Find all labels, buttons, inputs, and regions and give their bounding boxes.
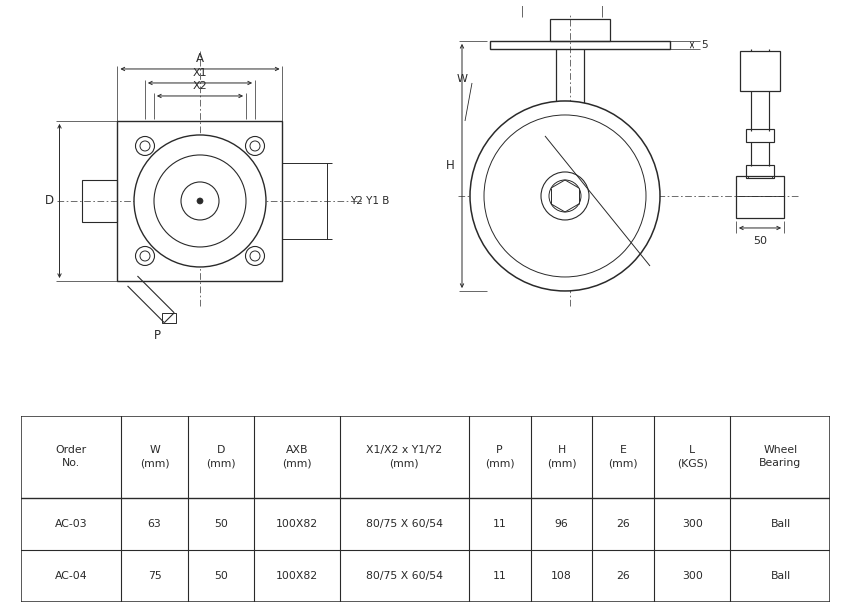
- Circle shape: [250, 141, 260, 151]
- Circle shape: [135, 247, 155, 266]
- Circle shape: [470, 101, 660, 291]
- Circle shape: [484, 115, 646, 277]
- Text: L
(KGS): L (KGS): [677, 445, 708, 468]
- Text: H: H: [445, 160, 455, 172]
- Text: Order
No.: Order No.: [55, 445, 87, 468]
- Circle shape: [246, 136, 264, 155]
- Text: 11: 11: [493, 519, 507, 529]
- Circle shape: [181, 182, 219, 220]
- Bar: [748, 176, 772, 178]
- Circle shape: [549, 180, 581, 212]
- Text: 26: 26: [616, 571, 630, 581]
- Circle shape: [140, 251, 150, 261]
- Bar: [82, 180, 117, 222]
- Circle shape: [154, 155, 246, 247]
- Text: X1/X2 x Y1/Y2
(mm): X1/X2 x Y1/Y2 (mm): [366, 445, 443, 468]
- Text: X2: X2: [193, 81, 207, 91]
- Circle shape: [197, 198, 203, 204]
- Text: P: P: [154, 329, 161, 342]
- Text: 11: 11: [493, 571, 507, 581]
- Text: Ball: Ball: [770, 571, 790, 581]
- Text: 80/75 X 60/54: 80/75 X 60/54: [366, 519, 443, 529]
- Bar: [736, 176, 784, 218]
- Bar: [740, 51, 780, 91]
- Text: 75: 75: [148, 571, 162, 581]
- Text: AC-04: AC-04: [55, 571, 88, 581]
- Text: 50: 50: [214, 519, 228, 529]
- Bar: [117, 121, 282, 281]
- Text: 108: 108: [551, 571, 572, 581]
- Text: A: A: [196, 52, 204, 66]
- Text: W: W: [456, 74, 468, 84]
- Text: 80/75 X 60/54: 80/75 X 60/54: [366, 571, 443, 581]
- Text: 50: 50: [753, 236, 767, 246]
- Text: X1: X1: [193, 68, 207, 78]
- Text: 26: 26: [616, 519, 630, 529]
- Text: 100X82: 100X82: [276, 571, 319, 581]
- Text: 5: 5: [702, 40, 708, 50]
- Text: 300: 300: [682, 519, 703, 529]
- Text: 100X82: 100X82: [276, 519, 319, 529]
- Text: AC-03: AC-03: [55, 519, 88, 529]
- Text: 96: 96: [555, 519, 569, 529]
- Bar: [550, 19, 610, 41]
- Circle shape: [134, 135, 266, 267]
- Text: 50: 50: [214, 571, 228, 581]
- Circle shape: [140, 141, 150, 151]
- Text: W
(mm): W (mm): [139, 445, 169, 468]
- Text: D
(mm): D (mm): [207, 445, 236, 468]
- Bar: [746, 165, 774, 178]
- Text: E
(mm): E (mm): [609, 445, 638, 468]
- Text: H
(mm): H (mm): [547, 445, 576, 468]
- Text: 300: 300: [682, 571, 703, 581]
- Bar: [162, 313, 176, 323]
- Circle shape: [135, 136, 155, 155]
- Text: Y2 Y1 B: Y2 Y1 B: [350, 196, 390, 206]
- Text: P
(mm): P (mm): [484, 445, 514, 468]
- Text: D: D: [45, 194, 54, 208]
- Text: AXB
(mm): AXB (mm): [282, 445, 312, 468]
- Circle shape: [541, 172, 589, 220]
- Text: Ball: Ball: [770, 519, 790, 529]
- Circle shape: [246, 247, 264, 266]
- Circle shape: [250, 251, 260, 261]
- Bar: [746, 129, 774, 142]
- Text: 63: 63: [148, 519, 162, 529]
- Bar: [490, 41, 670, 49]
- Text: Wheel
Bearing: Wheel Bearing: [759, 445, 802, 468]
